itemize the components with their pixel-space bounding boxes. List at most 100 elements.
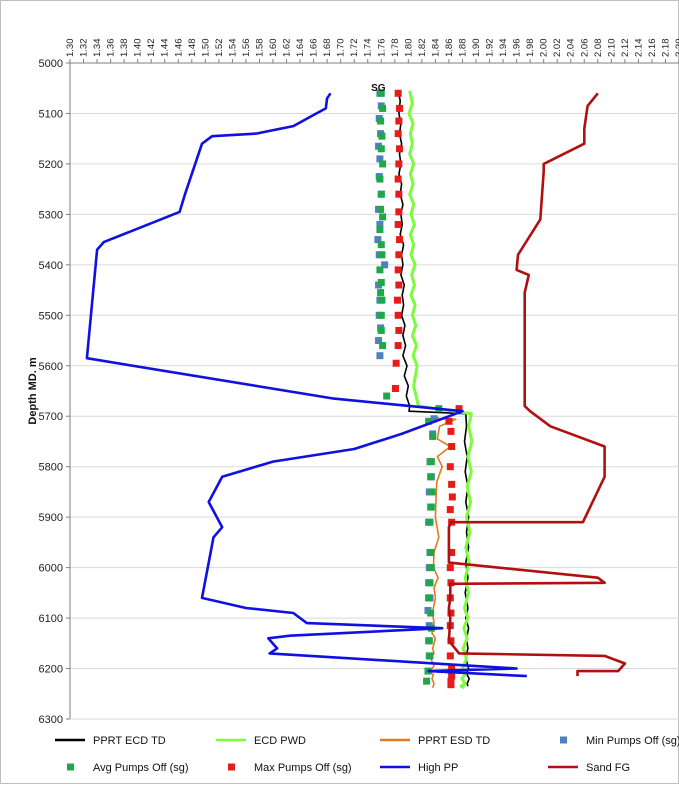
y-axis-title: Depth MD. m — [27, 357, 39, 424]
y-tick-label: 6200 — [39, 664, 63, 676]
data-marker — [447, 681, 455, 689]
data-marker — [425, 637, 433, 645]
data-marker — [377, 279, 385, 287]
data-marker — [376, 155, 384, 163]
data-marker — [447, 609, 455, 617]
x-tick-label: 1.84 — [430, 39, 441, 58]
data-marker — [448, 665, 456, 673]
data-marker — [381, 261, 389, 269]
data-marker — [376, 352, 384, 360]
x-tick-label: 1.34 — [92, 39, 103, 58]
data-marker — [377, 190, 385, 198]
x-tick-label: 2.20 — [674, 39, 679, 58]
legend-label: High PP — [418, 762, 458, 774]
data-marker — [379, 160, 387, 168]
legend-label: PPRT ESD TD — [418, 735, 490, 747]
x-tick-label: 1.40 — [133, 39, 144, 58]
data-marker — [396, 145, 404, 153]
legend-item-ecd-pwd: ECD PWD — [216, 735, 306, 747]
legend-item-max-pumps-off-sg: Max Pumps Off (sg) — [228, 762, 352, 774]
data-marker — [377, 205, 385, 213]
data-marker — [376, 226, 384, 234]
data-marker — [427, 473, 435, 481]
data-marker — [447, 637, 455, 645]
x-tick-label: 2.12 — [620, 39, 631, 58]
x-tick-label: 1.82 — [417, 39, 428, 58]
data-marker — [375, 337, 383, 345]
legend-item-pprt-ecd-td: PPRT ECD TD — [55, 735, 166, 747]
y-tick-label: 6100 — [39, 613, 63, 625]
data-marker — [374, 236, 382, 244]
x-tick-label: 1.62 — [282, 39, 293, 58]
data-marker — [447, 427, 455, 435]
series-line-sand-fg — [447, 92, 627, 677]
x-tick-label: 1.98 — [525, 39, 536, 58]
y-tick-label: 5100 — [39, 108, 63, 120]
data-marker — [378, 296, 386, 304]
sg-annotation: SG — [371, 83, 386, 94]
y-tick-label: 5700 — [39, 411, 63, 423]
data-marker — [392, 359, 400, 367]
legend-swatch — [228, 763, 235, 771]
data-marker — [394, 311, 402, 319]
legend-item-sand-fg: Sand FG — [548, 762, 630, 774]
data-marker — [377, 117, 385, 125]
legend: PPRT ECD TD ECD PWD PPRT ESD TD Min Pumps O… — [55, 735, 679, 774]
y-tick-label: 5200 — [39, 159, 63, 171]
legend-swatch — [560, 736, 567, 744]
y-tick-label: 5300 — [39, 209, 63, 221]
data-marker — [427, 458, 435, 466]
data-marker — [394, 220, 402, 228]
x-tick-label: 1.50 — [200, 39, 211, 58]
data-marker — [379, 104, 387, 112]
data-marker — [396, 236, 404, 244]
x-tick-label: 1.54 — [227, 39, 238, 58]
data-marker — [425, 652, 433, 660]
data-marker — [427, 564, 435, 572]
data-marker — [394, 342, 402, 350]
x-tick-label: 2.10 — [606, 39, 617, 58]
x-tick-label: 1.36 — [106, 38, 117, 57]
x-tick-label: 1.96 — [512, 39, 523, 58]
x-tick-label: 1.64 — [295, 39, 306, 58]
data-marker — [394, 266, 402, 274]
series-line-high-pp — [85, 92, 527, 678]
y-tick-label: 6300 — [39, 714, 63, 726]
data-marker — [448, 480, 456, 488]
data-marker — [395, 160, 403, 168]
x-tick-label: 1.92 — [485, 39, 496, 58]
data-marker — [394, 175, 402, 183]
data-marker — [448, 443, 456, 451]
x-tick-label: 1.80 — [403, 39, 414, 58]
x-tick-labels: 1.30 1.32 1.34 1.36 1.38 1.40 1.42 1.44 1.46 1.48… — [65, 38, 679, 57]
x-tick-label: 2.08 — [593, 39, 604, 58]
y-tick-label: 5800 — [39, 462, 63, 474]
x-tick-label: 1.42 — [146, 39, 157, 58]
data-marker — [446, 506, 454, 514]
x-tick-label: 1.38 — [119, 39, 130, 58]
data-marker — [395, 251, 403, 259]
data-marker — [428, 488, 436, 496]
legend-label: Min Pumps Off (sg) — [586, 735, 679, 747]
x-tick-label: 1.86 — [444, 39, 455, 58]
x-tick-label: 1.70 — [336, 39, 347, 58]
data-marker — [379, 213, 387, 221]
data-marker — [377, 241, 385, 249]
series-max-pumps-off-sg — [391, 89, 463, 689]
series-line-ecd-pwd — [407, 90, 474, 690]
data-marker — [394, 89, 402, 97]
legend-item-min-pumps-off-sg: Min Pumps Off (sg) — [560, 735, 679, 747]
y-tick-label: 6000 — [39, 563, 63, 575]
legend-swatch — [67, 763, 74, 771]
data-marker — [446, 652, 454, 660]
data-marker — [448, 493, 456, 501]
legend-label: PPRT ECD TD — [93, 735, 166, 747]
data-marker — [426, 518, 434, 526]
data-marker — [378, 251, 386, 259]
data-marker — [430, 415, 438, 423]
x-tick-label: 2.04 — [566, 39, 577, 58]
data-marker — [395, 117, 403, 125]
data-marker — [423, 677, 431, 685]
legend-item-avg-pumps-off-sg: Avg Pumps Off (sg) — [67, 762, 189, 774]
